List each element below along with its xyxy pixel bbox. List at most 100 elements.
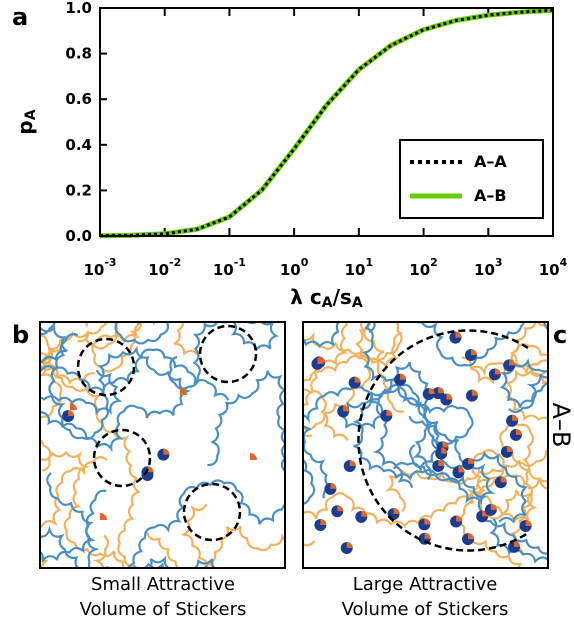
sticker-orange <box>471 389 478 396</box>
sticker-orange <box>482 510 489 517</box>
sticker-orange <box>70 403 77 410</box>
legend-box <box>399 139 544 219</box>
sticker-orange <box>424 532 431 539</box>
sticker-orange <box>458 466 465 473</box>
sticker-orange <box>400 373 407 380</box>
sticker-orange <box>490 503 497 510</box>
sticker-orange <box>428 388 435 395</box>
sticker-orange <box>346 542 353 549</box>
x-tick-label: 100​ <box>280 256 309 279</box>
panel-label: b <box>12 321 29 349</box>
polymer-chain <box>40 489 217 568</box>
polymer-chain <box>499 322 548 488</box>
sticker-orange <box>446 393 453 400</box>
sticker-orange <box>386 409 393 416</box>
sticker-orange <box>468 533 475 540</box>
sticker-orange <box>455 331 462 338</box>
y-tick-label: 0.8 <box>65 44 92 62</box>
polymer-chain <box>40 322 230 401</box>
caption: Small Attractive <box>91 574 235 595</box>
polymer-chain <box>409 443 548 555</box>
caption: Volume of Stickers <box>342 599 509 620</box>
attraction-volume <box>198 324 258 384</box>
legend-label: A–B <box>474 186 507 205</box>
polymer-chain <box>40 472 208 568</box>
y-tick-label: 0.4 <box>65 135 92 153</box>
x-tick-label: 103​ <box>474 256 503 279</box>
data-line <box>99 7 554 239</box>
sticker-orange <box>424 518 431 525</box>
y-tick-label: 0.6 <box>65 90 92 108</box>
polymer-chain <box>40 450 125 568</box>
plot-frame <box>99 7 554 237</box>
x-tick-label: 10-2​ <box>148 256 181 279</box>
sticker-orange <box>349 459 356 466</box>
polymer-network <box>303 322 548 568</box>
sticker-orange <box>100 513 107 520</box>
sticker-orange <box>337 505 344 512</box>
sticker-orange <box>147 466 154 473</box>
polymer-chain <box>470 343 548 490</box>
sticker-orange <box>506 445 513 452</box>
attraction-volume <box>92 428 152 488</box>
x-tick-label: 10-1​ <box>213 256 246 279</box>
sticker-orange <box>500 476 507 483</box>
attraction-volume <box>182 482 242 542</box>
sticker-orange <box>361 510 368 517</box>
y-tick-label: 0.2 <box>65 181 92 199</box>
sticker-orange <box>438 459 445 466</box>
y-tick-label: 0.0 <box>65 227 92 245</box>
sticker-orange <box>514 540 521 547</box>
sticker-orange <box>442 441 449 448</box>
sticker-orange <box>525 520 532 527</box>
polymer-chain <box>40 456 108 568</box>
side-label: A–B <box>547 403 574 448</box>
sticker-orange <box>180 388 187 395</box>
y-axis-label: pA​ <box>13 109 40 134</box>
x-axis-label: λ cA​/sA​ <box>290 285 363 312</box>
sticker-orange <box>250 453 257 460</box>
polymer-chain <box>40 322 199 370</box>
sticker-orange <box>317 357 324 364</box>
sticker-orange <box>354 376 361 383</box>
attraction-volume <box>357 329 529 552</box>
panel-frame <box>302 321 549 569</box>
sticker-orange <box>393 508 400 515</box>
polymer-chain <box>352 361 496 505</box>
x-tick-label: 10-3​ <box>83 256 116 279</box>
sticker-orange <box>438 387 445 394</box>
polymer-chain <box>303 322 405 431</box>
x-tick-label: 104​ <box>539 256 568 279</box>
polymer-chain <box>127 370 285 568</box>
sticker-orange <box>468 457 475 464</box>
polymer-chain <box>368 322 548 408</box>
polymer-chain <box>303 322 403 441</box>
illustrations <box>39 321 549 569</box>
legend-label: A–A <box>474 152 507 171</box>
polymer-chain <box>114 322 279 390</box>
polymer-chain <box>40 351 141 568</box>
sticker-orange <box>456 515 463 522</box>
sticker-orange <box>512 414 519 421</box>
polymer-network <box>40 322 285 568</box>
sticker-orange <box>494 368 501 375</box>
sticker-orange <box>515 428 522 435</box>
x-tick-label: 101​ <box>345 256 374 279</box>
polymer-chain <box>40 333 191 453</box>
sticker-orange <box>330 482 337 489</box>
polymer-chain <box>459 474 534 568</box>
polymer-chain <box>145 503 285 568</box>
x-tick-label: 102​ <box>409 256 438 279</box>
polymer-chain <box>40 369 123 415</box>
sticker-orange <box>320 519 327 526</box>
panel-label: c <box>553 321 567 349</box>
caption: Volume of Stickers <box>80 599 247 620</box>
sticker-orange <box>509 359 516 366</box>
y-tick-label: 1.0 <box>65 0 92 17</box>
polymer-chain <box>384 356 548 513</box>
polymer-chain <box>303 322 432 499</box>
sticker-orange <box>68 410 75 417</box>
polymer-chain <box>339 383 529 524</box>
panel-frame <box>39 321 286 569</box>
